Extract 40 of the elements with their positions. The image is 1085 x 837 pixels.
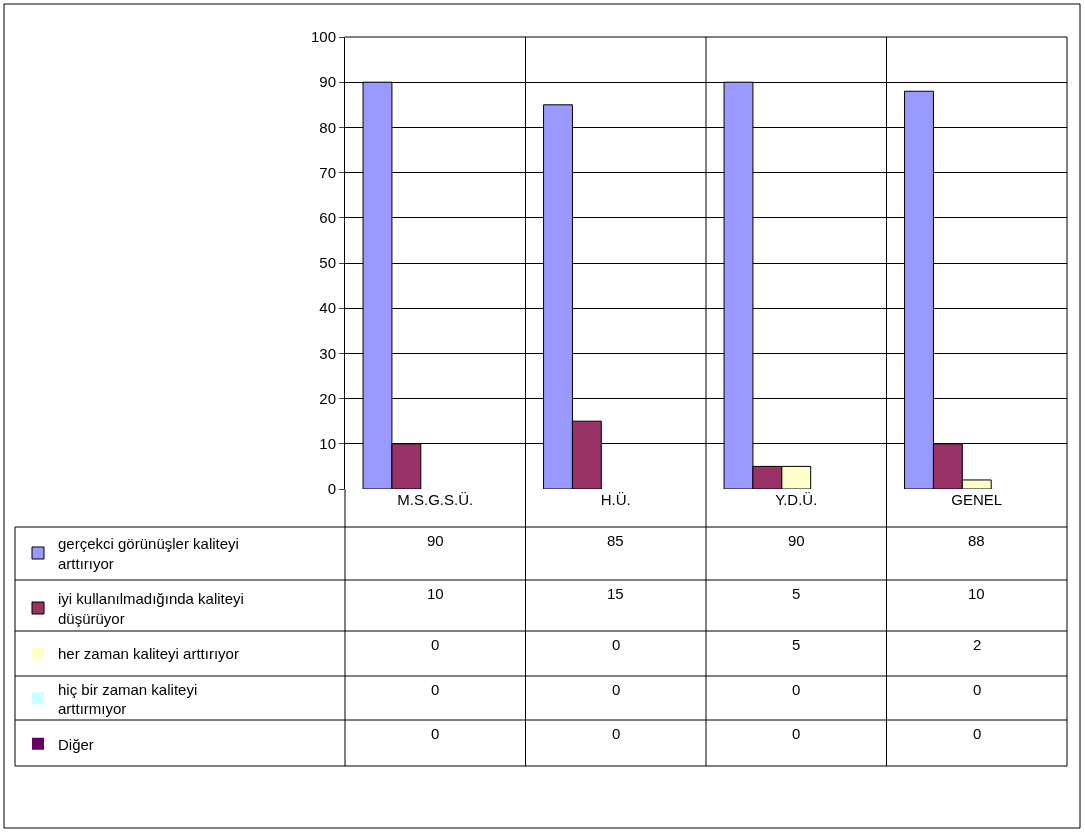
data-label: 0 [431, 725, 440, 742]
legend-label: Diğer [58, 735, 94, 753]
data-label: 0 [431, 636, 440, 653]
data-label: 10 [968, 585, 985, 602]
data-label: 0 [431, 681, 440, 698]
y-tick-label: 70 [319, 163, 336, 181]
legend-label: her zaman kaliteyi arttırıyor [58, 645, 239, 663]
x-tick-label: M.S.G.S.Ü. [397, 491, 474, 508]
data-label: 88 [968, 532, 985, 549]
data-label: 5 [792, 636, 801, 653]
x-tick-label: GENEL [951, 491, 1003, 508]
y-tick-label: 100 [310, 28, 336, 46]
data-label: 85 [607, 532, 624, 549]
data-label: 5 [792, 585, 801, 602]
data-label: 2 [973, 636, 982, 653]
y-tick-label: 10 [319, 435, 336, 453]
y-tick-label: 40 [319, 299, 336, 317]
data-label: 0 [792, 681, 801, 698]
x-tick-label: Y.D.Ü. [775, 491, 818, 508]
legend-label: gerçekci görünüşler kaliteyi arttırıyor [58, 535, 239, 572]
data-label: 0 [973, 681, 982, 698]
data-label: 10 [427, 585, 444, 602]
y-tick-label: 90 [319, 73, 336, 91]
y-tick-label: 0 [327, 480, 336, 498]
y-tick-label: 20 [319, 389, 336, 407]
data-label: 90 [427, 532, 444, 549]
data-label: 0 [612, 725, 621, 742]
y-tick-label: 80 [319, 118, 336, 136]
x-tick-label: H.Ü. [600, 491, 631, 508]
data-label: 0 [612, 636, 621, 653]
y-tick-label: 60 [319, 209, 336, 227]
legend-label: iyi kullanılmadığında kaliteyi düşürüyor [58, 590, 244, 627]
data-label: 0 [973, 725, 982, 742]
legend-label: hiç bir zaman kaliteyi arttırmıyor [58, 680, 198, 718]
y-tick-label: 50 [319, 254, 336, 272]
data-label: 0 [612, 681, 621, 698]
data-label: 0 [792, 725, 801, 742]
data-label: 15 [607, 585, 624, 602]
data-label: 90 [788, 532, 805, 549]
y-tick-label: 30 [319, 344, 336, 362]
